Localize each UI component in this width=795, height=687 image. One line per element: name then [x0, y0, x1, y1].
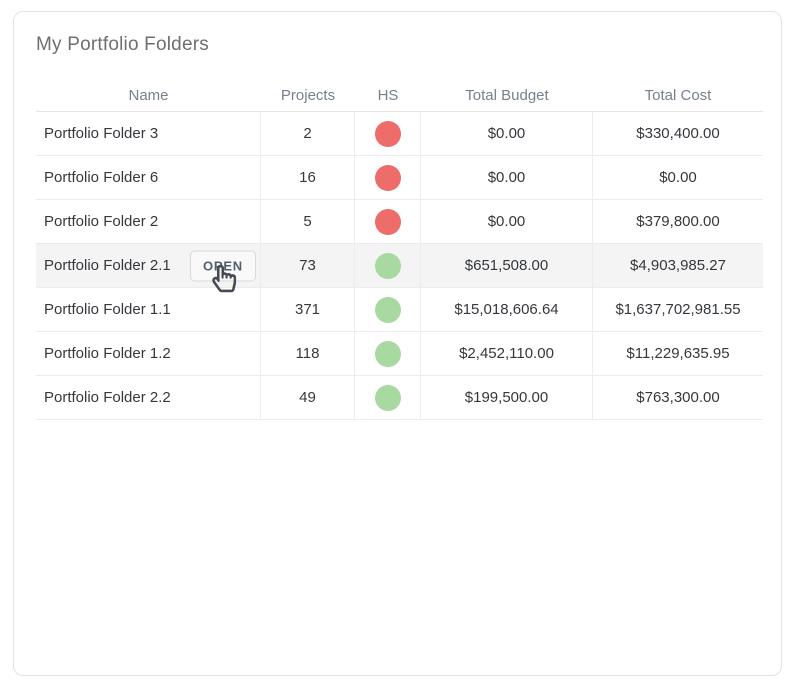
folder-name-cell: Portfolio Folder 6 [36, 156, 261, 199]
folder-name: Portfolio Folder 6 [44, 169, 159, 186]
projects-count-cell: 73 [261, 244, 355, 287]
projects-count: 371 [294, 301, 321, 318]
page-title: My Portfolio Folders [36, 34, 209, 55]
total-budget-cell: $0.00 [421, 112, 593, 155]
portfolio-folders-card: My Portfolio Folders Name Projects HS To… [13, 11, 782, 676]
health-status-dot-red [374, 208, 401, 235]
total-budget-value: $2,452,110.00 [459, 345, 554, 362]
health-status-cell [355, 376, 421, 419]
total-budget-cell: $199,500.00 [421, 376, 593, 419]
projects-count: 2 [303, 125, 312, 142]
projects-count-cell: 49 [261, 376, 355, 419]
total-budget-value: $15,018,606.64 [454, 301, 559, 318]
column-header-cost: Total Cost [644, 86, 712, 104]
total-cost-value: $11,229,635.95 [626, 345, 730, 362]
column-header-name: Name [128, 86, 169, 104]
total-cost-value: $330,400.00 [636, 125, 720, 142]
folder-name-cell: Portfolio Folder 2 [36, 200, 261, 243]
table-row[interactable]: Portfolio Folder 3 2 $0.00 $330,400.00 [36, 112, 763, 156]
total-cost-cell: $0.00 [593, 156, 763, 199]
health-status-dot-green [374, 340, 401, 367]
projects-count-cell: 16 [261, 156, 355, 199]
total-cost-value: $1,637,702,981.55 [615, 301, 741, 318]
health-status-cell [355, 156, 421, 199]
total-budget-value: $0.00 [487, 125, 526, 142]
projects-count-cell: 2 [261, 112, 355, 155]
folder-name: Portfolio Folder 1.2 [44, 345, 171, 362]
projects-count-cell: 5 [261, 200, 355, 243]
projects-count-cell: 371 [261, 288, 355, 331]
health-status-dot-red [374, 120, 401, 147]
health-status-cell [355, 112, 421, 155]
table-row[interactable]: Portfolio Folder 1.1 371 $15,018,606.64 $1,… [36, 288, 763, 332]
health-status-dot-red [374, 164, 401, 191]
table-row[interactable]: Portfolio Folder 1.2 118 $2,452,110.00 $11,… [36, 332, 763, 376]
table-header-row: Name Projects HS Total Budget Total Cost [36, 79, 763, 112]
column-header-hs: HS [377, 86, 399, 104]
open-button[interactable]: OPEN [189, 250, 256, 292]
total-budget-value: $199,500.00 [464, 389, 549, 406]
column-header-projects: Projects [280, 86, 336, 104]
table-row[interactable]: Portfolio Folder 2.2 49 $199,500.00 $763,30… [36, 376, 763, 420]
total-budget-cell: $0.00 [421, 156, 593, 199]
folder-name: Portfolio Folder 2 [44, 213, 159, 230]
health-status-dot-green [374, 296, 401, 323]
projects-count: 49 [299, 389, 316, 406]
total-cost-cell: $11,229,635.95 [593, 332, 763, 375]
health-status-cell [355, 332, 421, 375]
portfolio-folders-table: Name Projects HS Total Budget Total Cost… [36, 79, 763, 420]
health-status-cell [355, 244, 421, 287]
folder-name-cell: Portfolio Folder 2.1 OPEN [36, 244, 261, 292]
total-budget-cell: $2,452,110.00 [421, 332, 593, 375]
total-budget-cell: $0.00 [421, 200, 593, 243]
total-budget-value: $0.00 [487, 213, 526, 230]
table-body: Portfolio Folder 3 2 $0.00 $330,400.00 Portf… [36, 112, 763, 420]
total-cost-cell: $379,800.00 [593, 200, 763, 243]
table-row[interactable]: Portfolio Folder 6 16 $0.00 $0.00 [36, 156, 763, 200]
health-status-dot-green [374, 252, 401, 279]
total-cost-cell: $4,903,985.27 [593, 244, 763, 287]
total-cost-value: $0.00 [659, 169, 697, 186]
projects-count: 5 [303, 213, 312, 230]
projects-count: 16 [299, 169, 316, 186]
total-budget-cell: $651,508.00 [421, 244, 593, 287]
health-status-cell [355, 200, 421, 243]
folder-name-cell: Portfolio Folder 1.2 [36, 332, 261, 375]
total-cost-value: $379,800.00 [636, 213, 720, 230]
health-status-dot-green [374, 384, 401, 411]
total-budget-value: $651,508.00 [464, 257, 549, 274]
folder-name-cell: Portfolio Folder 2.2 [36, 376, 261, 419]
column-header-budget: Total Budget [465, 86, 549, 104]
projects-count-cell: 118 [261, 332, 355, 375]
folder-name: Portfolio Folder 2.1 [44, 257, 171, 274]
folder-name-cell: Portfolio Folder 3 [36, 112, 261, 155]
total-cost-value: $763,300.00 [636, 389, 720, 406]
folder-name-cell: Portfolio Folder 1.1 [36, 288, 261, 331]
total-budget-cell: $15,018,606.64 [421, 288, 593, 331]
total-cost-cell: $330,400.00 [593, 112, 763, 155]
projects-count: 73 [299, 257, 316, 274]
total-cost-cell: $1,637,702,981.55 [593, 288, 763, 331]
total-cost-value: $4,903,985.27 [630, 257, 726, 274]
table-row[interactable]: Portfolio Folder 2 5 $0.00 $379,800.00 [36, 200, 763, 244]
folder-name: Portfolio Folder 1.1 [44, 301, 171, 318]
total-budget-value: $0.00 [487, 169, 526, 186]
folder-name: Portfolio Folder 3 [44, 125, 159, 142]
table-row[interactable]: Portfolio Folder 2.1 OPEN 73 $651,508.00 $4,… [36, 244, 763, 292]
health-status-cell [355, 288, 421, 331]
projects-count: 118 [295, 345, 320, 362]
total-cost-cell: $763,300.00 [593, 376, 763, 419]
folder-name: Portfolio Folder 2.2 [44, 389, 171, 406]
